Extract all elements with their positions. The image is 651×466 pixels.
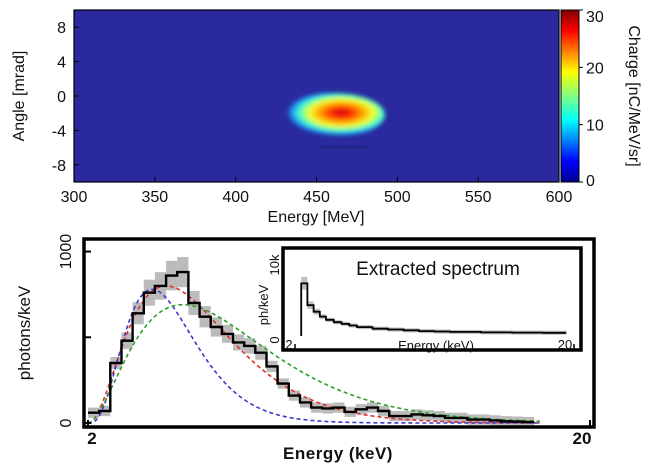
spectrum-plot-area <box>87 257 540 428</box>
heatmap-panel: 300 350 400 450 500 550 600 840-4-8 Energy [Me… <box>11 9 642 226</box>
spectrum-x-tick-label: 2 <box>87 429 96 448</box>
heatmap-x-tick-label: 550 <box>465 189 492 206</box>
spectrum-fit-curve <box>87 303 540 424</box>
spectrum-xlabel: Energy (keV) <box>283 444 393 463</box>
spectrum-fit-curve <box>87 288 540 424</box>
inset-x-tick-label: 2 <box>285 337 292 352</box>
spectrum-y-tick-label: 0 <box>58 418 75 427</box>
heatmap-y-tick-label: 8 <box>57 20 66 37</box>
inset-ticks: 0 10k 2 20 <box>267 254 575 352</box>
heatmap-x-tick-label: 450 <box>303 189 330 206</box>
inset-x-tick-label: 20 <box>558 337 572 352</box>
spectrum-frame <box>82 237 596 429</box>
heatmap-y-ticks: 8 4 0 -4 -8 <box>52 20 79 175</box>
heatmap-y-tick-label: -8 <box>52 158 66 175</box>
inset-step-series <box>300 282 567 336</box>
colorbar <box>560 9 580 183</box>
colorbar-tick-label: 20 <box>586 60 604 77</box>
heatmap-blob <box>281 93 385 137</box>
heatmap-ylabel: Angle [mrad] <box>11 51 28 142</box>
colorbar-tick-label: 0 <box>586 173 595 190</box>
heatmap-xlabel: Energy [MeV] <box>268 209 365 226</box>
inset-xlabel: Energy (keV) <box>398 338 474 353</box>
heatmap-x-tick-label: 350 <box>141 189 168 206</box>
inset-ylabel: ph/keV <box>256 284 271 325</box>
colorbar-tick-label: 30 <box>586 9 604 26</box>
colorbar-tick-label: 10 <box>586 118 604 135</box>
spectrum-panel: 0 1000 2 20 Energy (keV) photons/keV 0 10k 2 2… <box>15 234 596 463</box>
inset-plot-area <box>300 277 567 336</box>
heatmap-x-tick-label: 300 <box>61 189 88 206</box>
spectrum-y-tick-label: 1000 <box>58 234 75 270</box>
heatmap-x-tick-label: 500 <box>384 189 411 206</box>
heatmap-y-tick-label: 4 <box>57 55 66 72</box>
inset-y-tick-label: 10k <box>267 254 282 275</box>
colorbar-ticks: 30 20 10 0 <box>579 9 604 190</box>
inset-y-tick-label: 0 <box>267 336 282 343</box>
heatmap-y-tick-label: -4 <box>52 123 66 140</box>
inset-frame <box>281 246 583 352</box>
spectrum-x-tick-label: 20 <box>573 429 592 448</box>
heatmap-x-tick-label: 400 <box>222 189 249 206</box>
heatmap-y-tick-label: 0 <box>57 89 66 106</box>
inset-title: Extracted spectrum <box>356 259 520 280</box>
colorbar-label: Charge [nC/MeV/sr] <box>625 25 642 166</box>
spectrum-step-series <box>88 270 535 424</box>
heatmap-x-tick-label: 600 <box>546 189 573 206</box>
spectrum-ylabel: photons/keV <box>15 285 34 380</box>
heatmap-x-ticks: 300 350 400 450 500 550 600 <box>61 177 573 206</box>
